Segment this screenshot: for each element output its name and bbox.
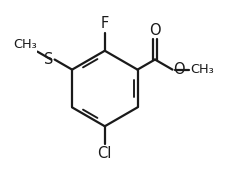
Text: O: O bbox=[149, 23, 161, 38]
Text: O: O bbox=[173, 62, 185, 77]
Text: Cl: Cl bbox=[98, 145, 112, 161]
Text: CH₃: CH₃ bbox=[13, 38, 36, 51]
Text: CH₃: CH₃ bbox=[190, 63, 214, 76]
Text: F: F bbox=[101, 16, 109, 32]
Text: S: S bbox=[44, 52, 54, 67]
